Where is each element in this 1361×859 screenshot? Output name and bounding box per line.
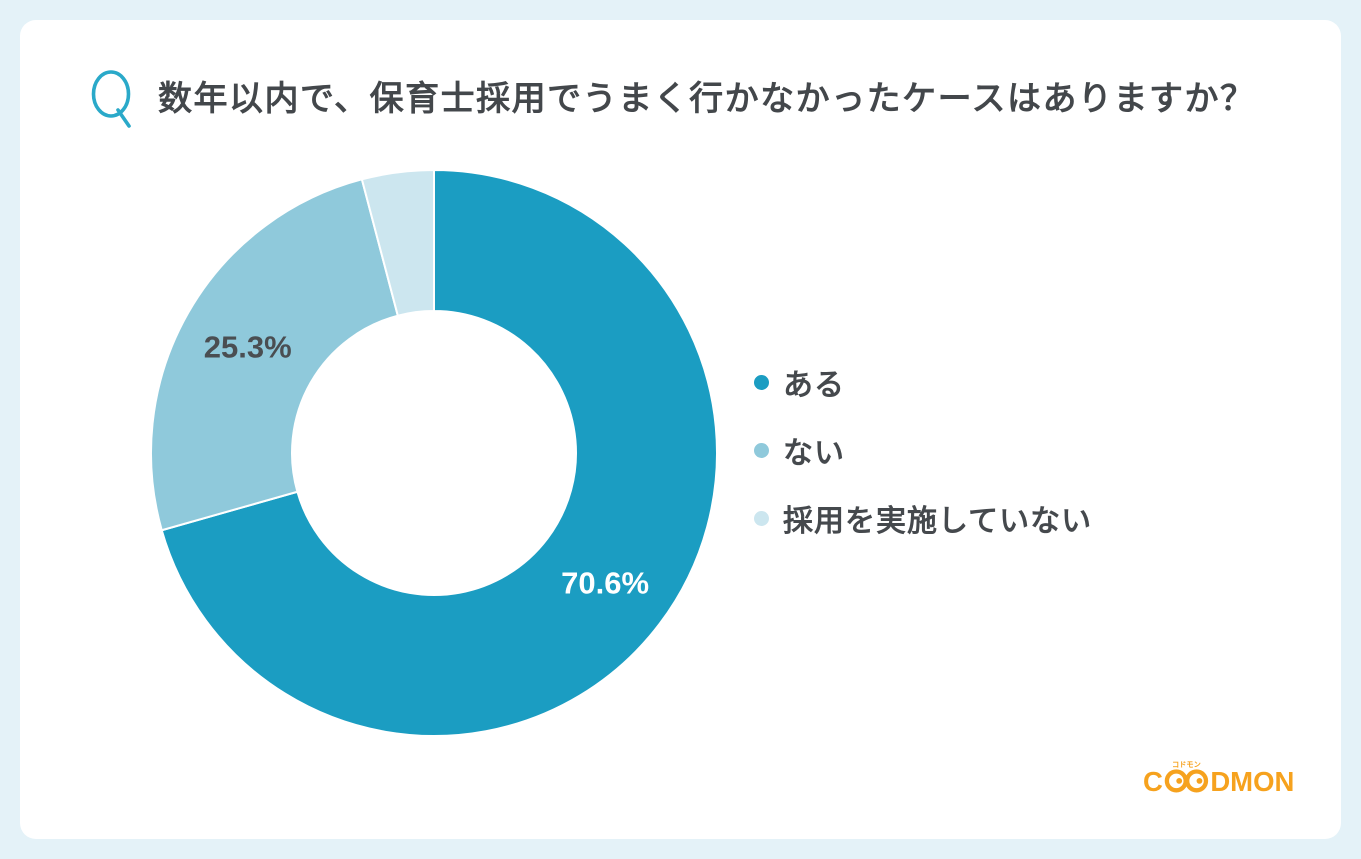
codmon-goggle-left-icon <box>1164 769 1188 793</box>
legend-dot-aru <box>754 374 769 390</box>
chart-area: 70.6% 25.3% ある ない 採用を実施していない <box>20 153 1341 753</box>
legend-label-aru: ある <box>783 369 845 402</box>
legend-item-no-hiring: 採用を実施していない <box>754 496 1092 540</box>
codmon-goggle-right-icon <box>1184 769 1209 793</box>
legend-dot-no-hiring <box>754 510 769 526</box>
donut-data-label-1: 25.3% <box>204 330 292 365</box>
legend-item-aru: ある <box>754 360 1092 404</box>
donut-segment-1 <box>150 178 400 532</box>
donut-segment-0 <box>160 168 718 737</box>
question-mark-icon <box>91 70 131 128</box>
legend-item-nai: ない <box>754 428 1092 472</box>
donut-data-label-0: 70.6% <box>561 565 649 600</box>
chart-legend: ある ない 採用を実施していない <box>754 360 1092 540</box>
donut-segment-2 <box>360 168 435 317</box>
legend-dot-nai <box>754 442 769 458</box>
codmon-logo-c: C <box>1143 766 1163 797</box>
survey-card: 数年以内で、保育士採用でうまく行かなかったケースはありますか？ 70.6% 25.… <box>20 20 1341 839</box>
codmon-logo: コドモン C DMON <box>1143 760 1294 797</box>
legend-label-nai: ない <box>783 437 845 470</box>
donut-chart: 70.6% 25.3% <box>150 168 718 737</box>
codmon-logo-dmon: DMON <box>1210 766 1294 797</box>
codmon-logo-subtext: コドモン <box>1172 760 1201 769</box>
legend-label-no-hiring: 採用を実施していない <box>783 505 1093 538</box>
codmon-goggle-left-pupil-icon <box>1176 778 1183 784</box>
page-title: 数年以内で、保育士採用でうまく行かなかったケースはありますか？ <box>158 80 1256 118</box>
codmon-goggle-right-pupil-icon <box>1196 778 1203 784</box>
header: 数年以内で、保育士採用でうまく行かなかったケースはありますか？ <box>20 20 1341 128</box>
